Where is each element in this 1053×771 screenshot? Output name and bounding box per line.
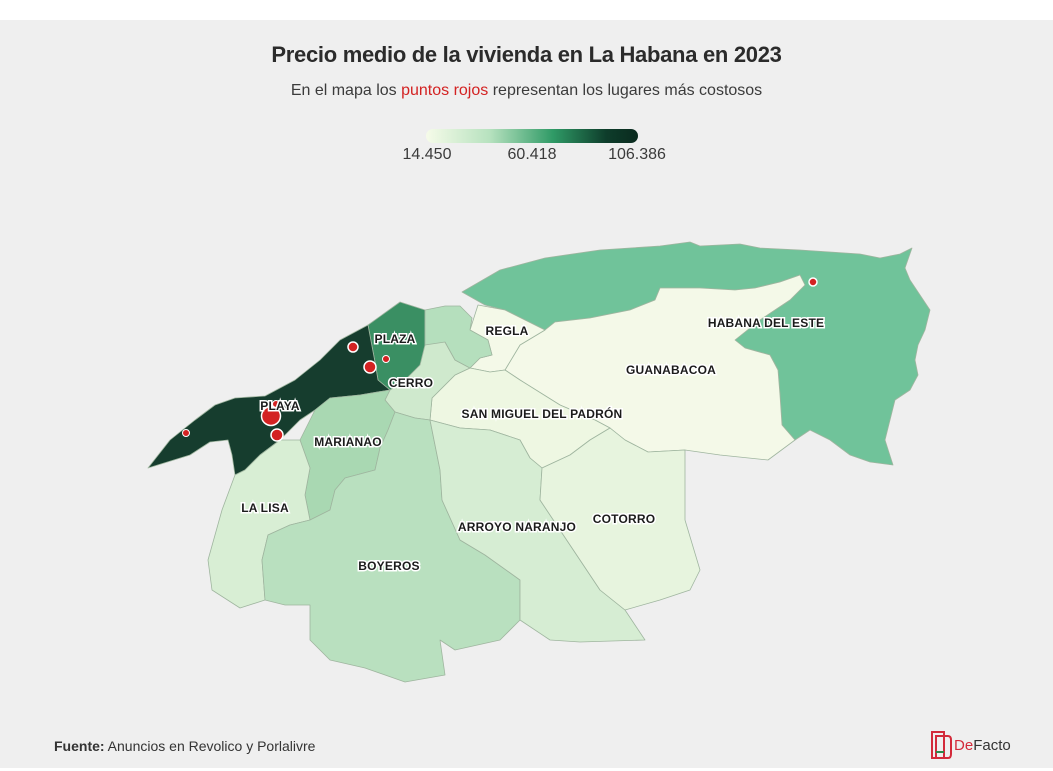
price-markers (182, 277, 818, 442)
label-habana-del-este: HABANA DEL ESTE (708, 316, 824, 330)
brand-text-de: De (954, 736, 974, 754)
price-marker[interactable] (382, 355, 390, 363)
legend-max-label: 106.386 (608, 146, 666, 163)
label-boyeros: BOYEROS (358, 559, 419, 573)
legend-mid-label: 60.418 (507, 146, 557, 163)
label-marianao: MARIANAO (314, 435, 382, 449)
subtitle-text-start: En el mapa los (290, 82, 402, 99)
defacto-logo[interactable]: DeFacto (930, 728, 1011, 762)
region-labels: PLAZA REGLA HABANA DEL ESTE CERRO GUANAB… (240, 315, 826, 575)
label-san-miguel-del-padron: SAN MIGUEL DEL PADRÓN (462, 406, 623, 421)
subtitle-highlight: puntos rojos (401, 82, 489, 99)
region-centro-habana[interactable] (424, 305, 493, 369)
label-playa: PLAYA (260, 399, 300, 413)
price-marker[interactable] (260, 405, 282, 427)
label-cotorro: COTORRO (593, 512, 656, 526)
legend-min-label: 14.450 (402, 146, 452, 163)
price-marker[interactable] (270, 428, 284, 442)
brand-text-facto: Facto (973, 736, 1011, 754)
color-scale-legend (426, 129, 638, 143)
source-label: Fuente: (54, 738, 105, 754)
label-regla: REGLA (486, 324, 529, 338)
source-text: Anuncios en Revolico y Porlalivre (104, 738, 316, 754)
label-cerro: CERRO (389, 376, 433, 390)
map-subtitle: En el mapa los puntos rojos representan … (0, 82, 1053, 100)
label-la-lisa: LA LISA (241, 501, 289, 515)
subtitle-text-end: representan los lugares más costosos (488, 82, 763, 99)
label-arroyo-naranjo: ARROYO NARANJO (458, 520, 576, 534)
price-marker[interactable] (808, 277, 818, 287)
price-marker[interactable] (363, 360, 377, 374)
label-plaza: PLAZA (375, 332, 416, 346)
source-note: Fuente: Anuncios en Revolico y Porlalivr… (54, 738, 315, 754)
brand-text: DeFacto (954, 737, 1011, 754)
region-arroyo-naranjo[interactable] (429, 419, 646, 643)
price-marker[interactable] (347, 341, 359, 353)
defacto-logo-icon (931, 731, 952, 759)
map-title: Precio medio de la vivienda en La Habana… (271, 42, 782, 67)
region-cotorro[interactable] (539, 427, 701, 611)
label-guanabacoa: GUANABACOA (626, 363, 716, 377)
price-marker[interactable] (182, 429, 190, 437)
